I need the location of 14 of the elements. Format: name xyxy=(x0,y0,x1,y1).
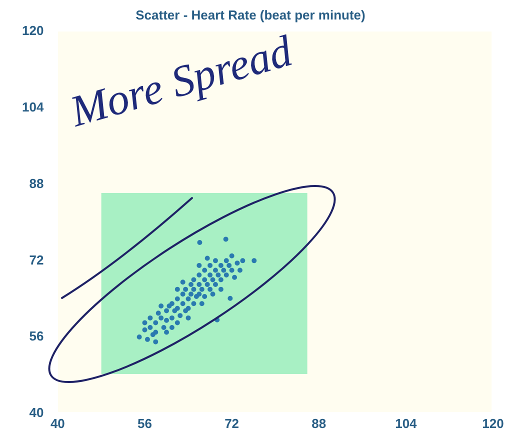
y-tick-label: 88 xyxy=(29,176,44,191)
x-tick-label: 120 xyxy=(482,416,504,431)
annotation: More Spread xyxy=(64,26,298,136)
x-tick-label: 56 xyxy=(138,416,152,431)
y-tick-label: 104 xyxy=(22,100,44,115)
x-tick-label: 88 xyxy=(312,416,326,431)
x-tick-label: 40 xyxy=(50,416,65,431)
y-tick-label: 72 xyxy=(29,252,44,268)
x-tick-label: 104 xyxy=(395,416,418,431)
x-tick-label: 72 xyxy=(224,416,240,431)
y-tick-label: 120 xyxy=(22,23,44,38)
y-tick-label: 40 xyxy=(29,404,44,420)
y-tick-label: 56 xyxy=(29,328,44,344)
chart-title: Scatter - Heart Rate (beat per minute) xyxy=(136,7,366,22)
